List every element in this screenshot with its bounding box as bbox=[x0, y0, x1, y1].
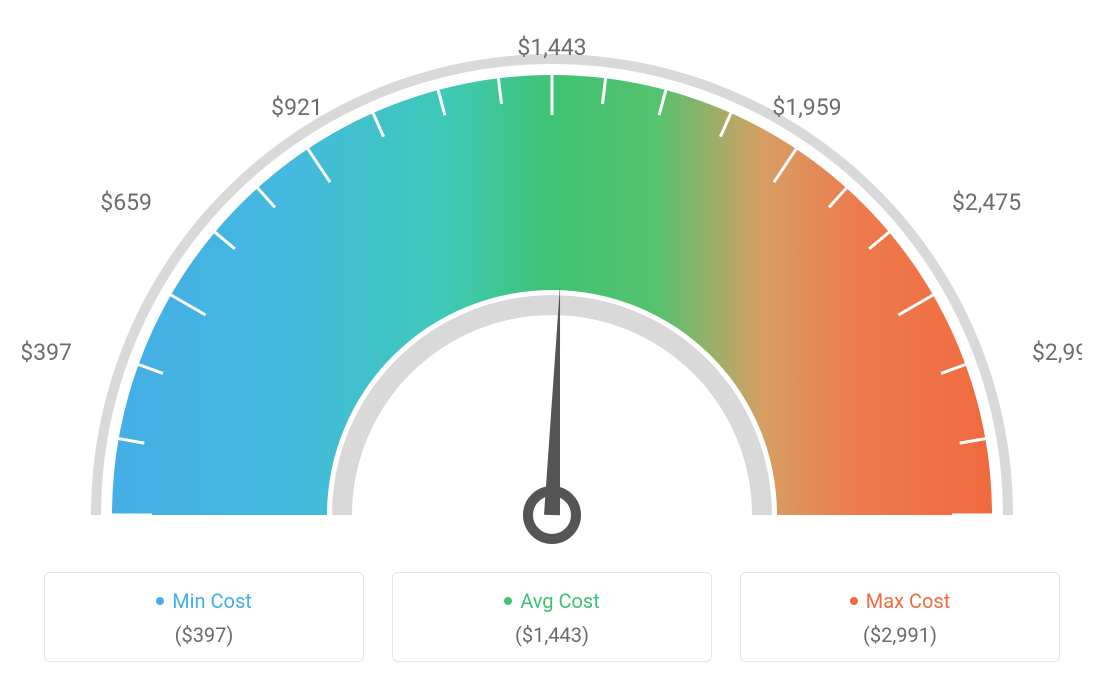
legend-title-avg: Avg Cost bbox=[504, 589, 600, 613]
dot-icon bbox=[504, 597, 512, 605]
needle bbox=[544, 285, 560, 515]
dot-icon bbox=[850, 597, 858, 605]
dot-icon bbox=[156, 597, 164, 605]
tick-label: $397 bbox=[22, 339, 72, 366]
legend-value-max: ($2,991) bbox=[751, 623, 1049, 647]
legend-title-text: Avg Cost bbox=[520, 589, 600, 613]
legend-card-avg: Avg Cost ($1,443) bbox=[392, 572, 712, 662]
legend-title-text: Max Cost bbox=[866, 589, 951, 613]
tick-label: $1,959 bbox=[772, 94, 841, 121]
legend-card-min: Min Cost ($397) bbox=[44, 572, 364, 662]
legend-title-text: Min Cost bbox=[172, 589, 252, 613]
legend-title-max: Max Cost bbox=[850, 589, 951, 613]
tick-label: $921 bbox=[271, 94, 323, 121]
tick-label: $659 bbox=[100, 189, 152, 216]
legend-title-min: Min Cost bbox=[156, 589, 252, 613]
legend-value-avg: ($1,443) bbox=[403, 623, 701, 647]
gauge-chart: $397 $659 $921 $1,443 $1,959 $2,475 $2,991 bbox=[22, 20, 1082, 560]
legend-card-max: Max Cost ($2,991) bbox=[740, 572, 1060, 662]
tick-label: $2,991 bbox=[1032, 339, 1082, 366]
legend-row: Min Cost ($397) Avg Cost ($1,443) Max Co… bbox=[20, 572, 1084, 662]
legend-value-min: ($397) bbox=[55, 623, 353, 647]
tick-label: $1,443 bbox=[517, 34, 586, 61]
tick-label: $2,475 bbox=[952, 189, 1021, 216]
gauge-container: $397 $659 $921 $1,443 $1,959 $2,475 $2,991 bbox=[20, 20, 1084, 560]
